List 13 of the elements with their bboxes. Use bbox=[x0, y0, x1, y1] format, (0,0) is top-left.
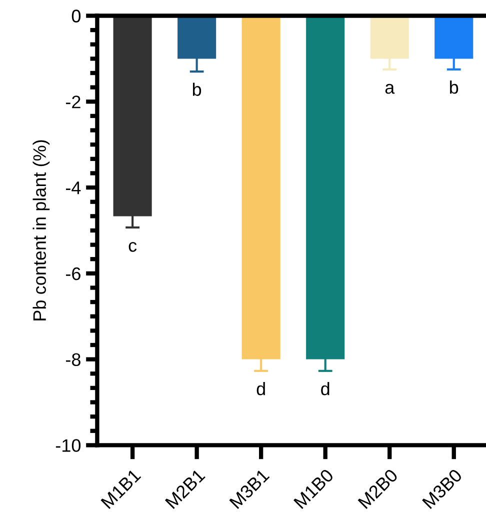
annotation: d bbox=[256, 382, 265, 396]
annotation: c bbox=[128, 242, 137, 252]
y-tick-label: 0 bbox=[72, 10, 81, 22]
annotation: a bbox=[385, 84, 395, 94]
y-tick-label: -6 bbox=[66, 267, 80, 280]
annotation: b bbox=[192, 82, 202, 96]
y-tick-label: -10 bbox=[56, 439, 81, 452]
y-tick-label: -8 bbox=[66, 353, 80, 366]
y-tick-label: -2 bbox=[66, 96, 80, 108]
annotation: d bbox=[321, 382, 330, 396]
y-tick-label: -4 bbox=[66, 182, 81, 194]
y-axis-title: Pb content in plant (%) bbox=[32, 140, 50, 320]
annotation: b bbox=[450, 80, 458, 94]
